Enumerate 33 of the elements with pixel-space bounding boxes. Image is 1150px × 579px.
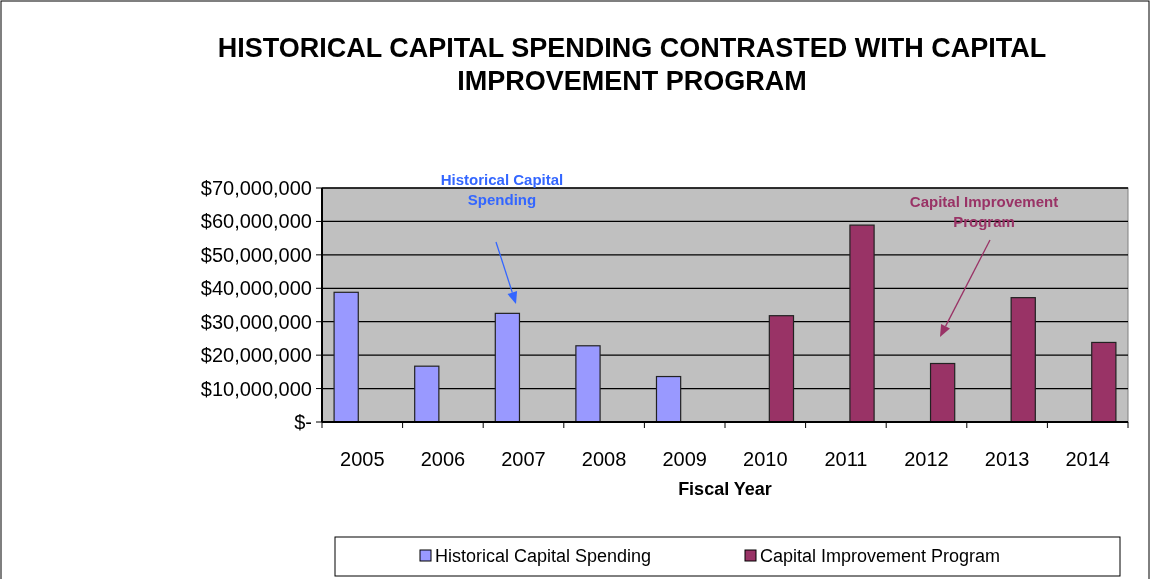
bar: [575, 345, 601, 423]
x-tick-label: 2014: [1065, 448, 1110, 470]
bar: [333, 291, 359, 423]
y-tick-label: $10,000,000: [200, 377, 312, 400]
bar: [494, 312, 521, 423]
bar: [1010, 297, 1036, 423]
legend-label: Capital Improvement Program: [760, 546, 1001, 567]
annotation: Historical Capital Spending: [440, 171, 564, 208]
x-tick-label: 2012: [904, 448, 949, 470]
x-tick-label: 2010: [743, 448, 788, 470]
x-tick-label: 2007: [501, 448, 546, 470]
y-tick-label: $50,000,000: [200, 243, 312, 266]
y-tick-label: $40,000,000: [200, 277, 312, 300]
bar: [414, 365, 440, 423]
bar: [1091, 341, 1117, 423]
y-tick-label: $30,000,000: [200, 310, 312, 333]
y-tick-label: $60,000,000: [200, 210, 312, 233]
x-tick-label: 2013: [984, 448, 1030, 470]
bar: [768, 315, 795, 423]
x-tick-label: 2011: [824, 448, 868, 470]
chart-title: HISTORICAL CAPITAL SPENDING CONTRASTED WITH CAPITAL IMPROVEMENT PROGRAM: [217, 33, 1047, 96]
y-tick-label: $-: [294, 411, 312, 433]
x-tick-label: 2008: [581, 448, 627, 470]
x-tick-label: 2005: [340, 448, 385, 470]
bar: [929, 362, 956, 423]
y-tick-label: $20,000,000: [200, 344, 312, 367]
x-tick-label: 2006: [420, 448, 466, 470]
legend-label: Historical Capital Spending: [435, 546, 652, 567]
x-tick-label: 2009: [662, 448, 707, 470]
bar: [849, 224, 875, 423]
y-tick-label: $70,000,000: [200, 177, 312, 199]
bar: [655, 375, 682, 423]
x-axis-title: Fiscal Year: [678, 479, 772, 499]
